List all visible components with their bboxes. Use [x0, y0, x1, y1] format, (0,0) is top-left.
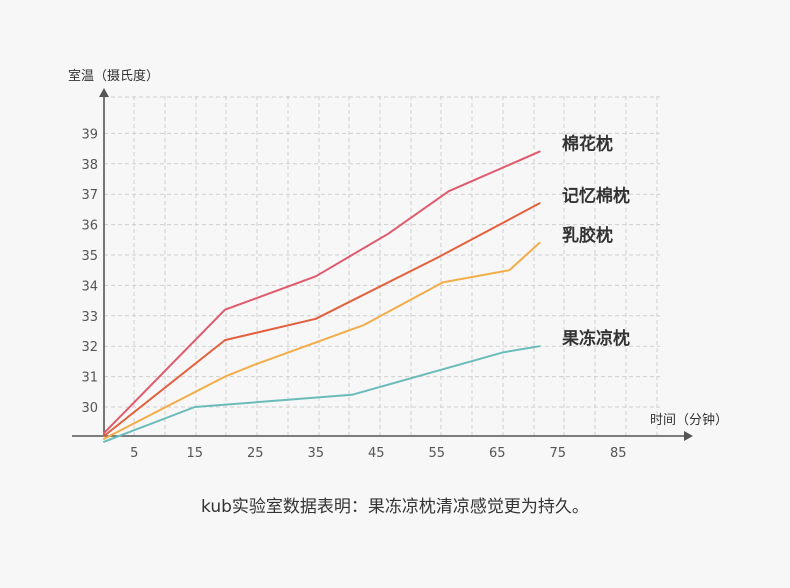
x-tick-label: 85	[610, 446, 627, 461]
grid-lines	[104, 96, 660, 436]
series-line-2	[103, 202, 541, 437]
x-tick-label: 45	[368, 446, 385, 461]
caption: kub实验室数据表明：果冻凉枕清凉感觉更为持久。	[201, 497, 589, 517]
x-axis-arrow	[684, 431, 693, 441]
y-tick-label: 35	[81, 249, 98, 264]
x-tick-label: 15	[186, 446, 203, 461]
y-tick-label: 30	[81, 401, 98, 416]
series-line-3	[103, 241, 541, 440]
y-tick-label: 37	[81, 188, 98, 203]
series-line-1	[103, 150, 541, 435]
x-tick-label: 35	[307, 446, 324, 461]
y-axis-title: 室温（摄氏度）	[68, 68, 159, 84]
line-chart: 5 15 25 35 45 55 65 75 85 30 31 32 33 34 35 36 37 38 39 棉…	[68, 68, 728, 461]
x-tick-label: 5	[130, 446, 138, 461]
y-axis-arrow	[99, 88, 109, 97]
x-tick-labels: 5 15 25 35 45 55 65 75 85	[130, 446, 626, 461]
series-label-1: 棉花枕	[562, 134, 613, 155]
y-tick-label: 31	[81, 371, 98, 386]
series-label-2: 记忆棉枕	[562, 185, 630, 206]
series-line-4	[103, 345, 541, 443]
x-tick-label: 55	[428, 446, 445, 461]
y-tick-label: 33	[81, 310, 98, 325]
y-tick-label: 38	[81, 158, 98, 173]
series-label-3: 乳胶枕	[562, 225, 613, 246]
y-tick-label: 39	[81, 127, 98, 142]
y-tick-labels: 30 31 32 33 34 35 36 37 38 39	[81, 127, 98, 416]
series-label-4: 果冻凉枕	[562, 328, 630, 349]
x-tick-label: 65	[489, 446, 506, 461]
y-tick-label: 36	[81, 219, 98, 234]
y-tick-label: 32	[81, 340, 98, 355]
series-lines	[103, 150, 541, 443]
y-tick-label: 34	[81, 279, 98, 294]
x-tick-label: 25	[247, 446, 264, 461]
axes	[72, 88, 693, 441]
x-axis-title: 时间（分钟）	[650, 412, 728, 428]
x-tick-label: 75	[549, 446, 566, 461]
